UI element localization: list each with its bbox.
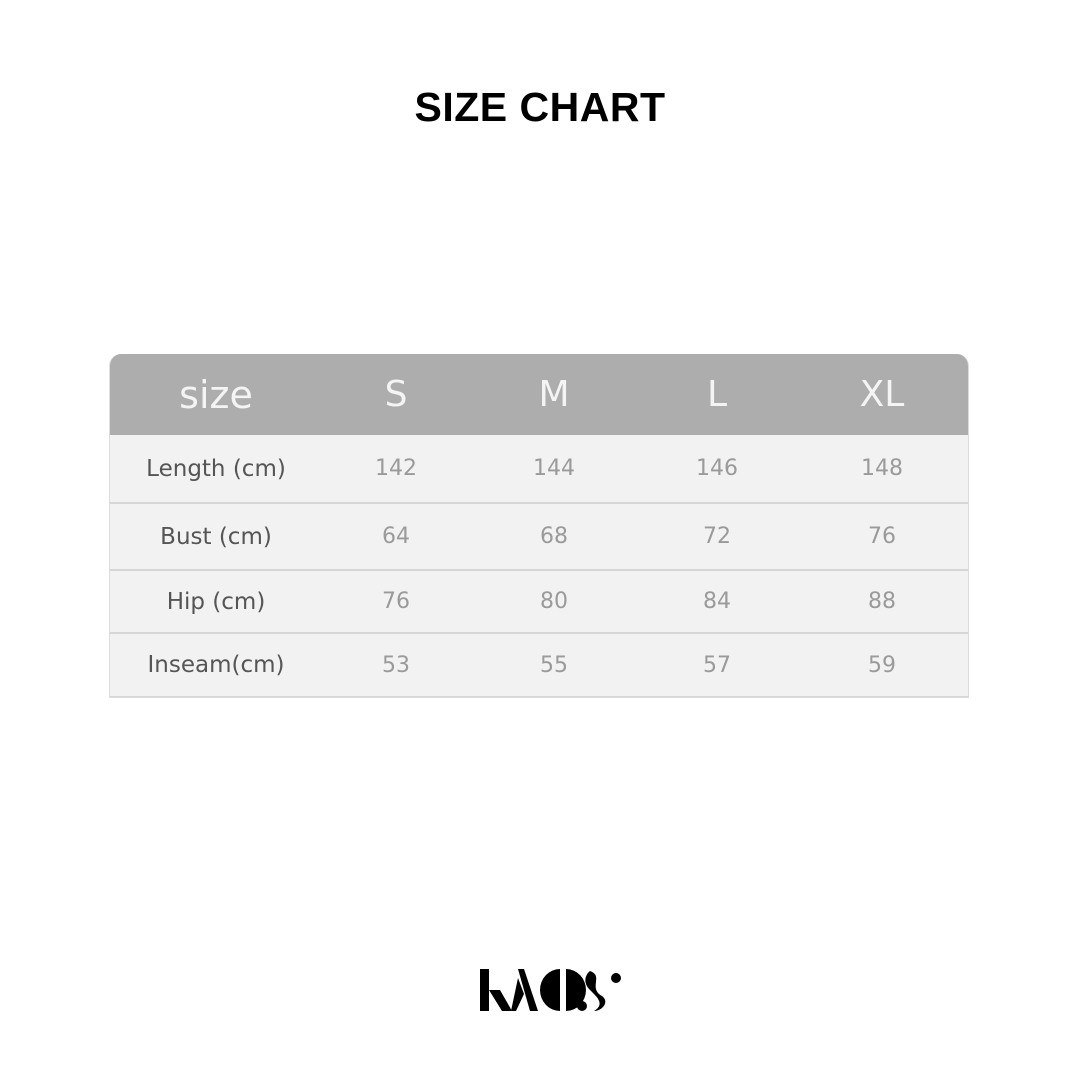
- table-cell: 76: [868, 524, 896, 549]
- table-cell: 59: [868, 652, 896, 678]
- table-cell: 53: [382, 652, 410, 678]
- table-cell: 144: [533, 456, 575, 481]
- row-label: Inseam(cm): [147, 652, 285, 678]
- row-label: Length (cm): [146, 455, 286, 482]
- header-cell: S: [384, 374, 408, 415]
- table-row: Inseam(cm) 53 55 57 59: [110, 634, 968, 697]
- table-cell: 57: [703, 652, 731, 678]
- table-row: Bust (cm) 64 68 72 76: [110, 504, 968, 571]
- table-cell: 142: [375, 456, 417, 481]
- row-label: Bust (cm): [160, 523, 272, 550]
- header-cell: L: [706, 374, 728, 415]
- table-cell: 84: [703, 589, 731, 614]
- header-cell: size: [179, 372, 253, 417]
- table-row: Length (cm) 142 144 146 148: [110, 435, 968, 504]
- table-cell: 55: [540, 652, 568, 678]
- table-cell: 80: [540, 589, 568, 614]
- table-cell: 88: [868, 589, 896, 614]
- table-cell: 68: [540, 524, 568, 549]
- table-cell: 148: [861, 456, 903, 481]
- header-cell: XL: [859, 374, 905, 415]
- header-cell: M: [538, 374, 570, 415]
- kaos-logo: [480, 969, 621, 1011]
- page-title: SIZE CHART: [414, 84, 666, 130]
- table-cell: 72: [703, 524, 731, 549]
- row-label: Hip (cm): [166, 588, 266, 615]
- size-chart-table: size S M L XL Length (cm) 142 144 146 148 Bus…: [109, 354, 969, 698]
- table-cell: 146: [696, 456, 738, 481]
- table-row: Hip (cm) 76 80 84 88: [110, 571, 968, 634]
- table-cell: 76: [382, 589, 410, 614]
- table-header-row: size S M L XL: [110, 354, 968, 435]
- table-cell: 64: [382, 524, 410, 549]
